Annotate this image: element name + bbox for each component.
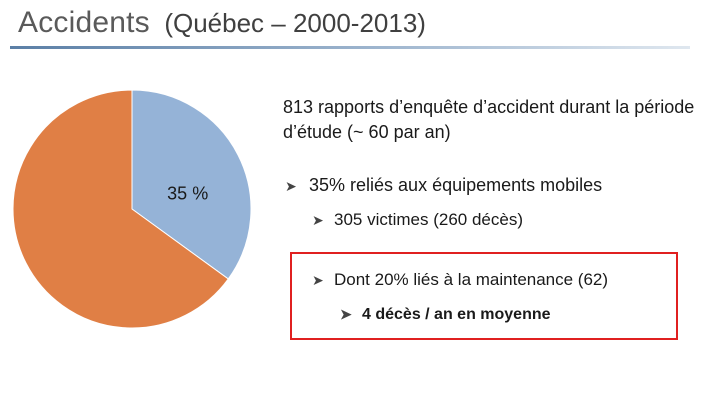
bullet-deaths-per-year: ➤ 4 décès / an en moyenne	[340, 306, 551, 324]
page-title: Accidents (Québec – 2000-2013)	[18, 6, 426, 40]
bullet-mobile-equipment: ➤ 35% reliés aux équipements mobiles	[285, 175, 602, 196]
pie-slice-label: 35 %	[167, 184, 208, 204]
arrowhead-bullet-icon: ➤	[340, 306, 352, 322]
pie-chart: 35 %	[12, 89, 252, 329]
title-underline	[10, 46, 690, 49]
bullet-text: 4 décès / an en moyenne	[362, 306, 551, 323]
bullet-maintenance: ➤ Dont 20% liés à la maintenance (62)	[312, 270, 608, 290]
bullet-text: 305 victimes (260 décès)	[334, 210, 523, 229]
title-main: Accidents	[18, 6, 150, 39]
arrowhead-bullet-icon: ➤	[312, 212, 324, 228]
title-subtitle: (Québec – 2000-2013)	[164, 8, 426, 38]
arrowhead-bullet-icon: ➤	[285, 178, 297, 194]
arrowhead-bullet-icon: ➤	[312, 272, 324, 288]
intro-text: 813 rapports d’enquête d’accident durant…	[283, 97, 695, 142]
bullet-victims: ➤ 305 victimes (260 décès)	[312, 210, 523, 230]
bullet-text: Dont 20% liés à la maintenance (62)	[334, 270, 609, 289]
highlight-box	[290, 252, 678, 340]
pie-slice-0	[131, 89, 252, 280]
bullet-text: 35% reliés aux équipements mobiles	[309, 175, 603, 195]
pie-slice-1	[12, 89, 229, 329]
